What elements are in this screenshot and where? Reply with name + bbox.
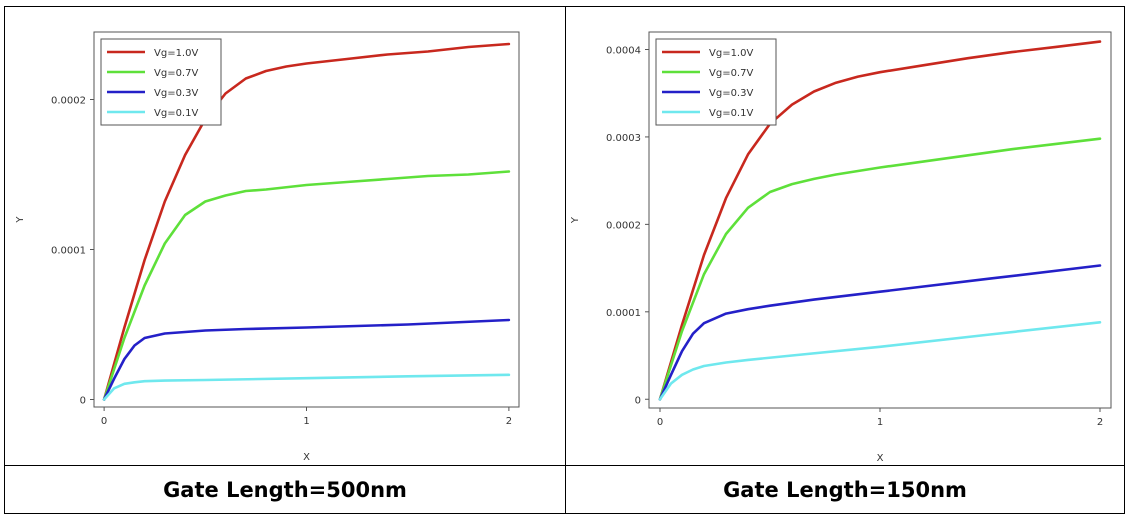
series-line-2 — [658, 264, 1102, 401]
legend-label-0: Vg=1.0V — [154, 48, 198, 59]
y-tick-label: 0.0002 — [51, 96, 86, 107]
legend-label-2: Vg=0.3V — [154, 88, 198, 99]
series-line-3 — [658, 321, 1102, 401]
x-tick-label: 2 — [1097, 417, 1103, 428]
chart-panel-right: 0 1 2 0 0.0001 0.0002 0.0003 0.0004 X Y Vg=1.0V Vg=… — [566, 7, 1122, 465]
series-line-0 — [658, 40, 1102, 401]
legend-label-1: Vg=0.7V — [154, 68, 198, 79]
legend-label-3: Vg=0.1V — [709, 108, 753, 119]
y-tick-label: 0 — [80, 396, 86, 407]
x-axis-label: X — [303, 452, 310, 463]
x-tick-label: 2 — [506, 416, 512, 427]
y-tick-label: 0.0003 — [606, 133, 641, 144]
y-tick-label: 0.0004 — [606, 45, 641, 56]
caption-150nm: Gate Length=150nm — [723, 478, 967, 502]
vertical-divider — [565, 7, 566, 513]
y-tick-label: 0 — [635, 395, 641, 406]
series-line-2 — [102, 318, 511, 401]
y-tick-label: 0.0001 — [606, 308, 641, 319]
y-axis-label: Y — [15, 216, 26, 224]
x-tick-label: 0 — [101, 416, 107, 427]
y-tick-label: 0.0001 — [51, 246, 86, 257]
series-line-3 — [102, 373, 511, 401]
x-tick-label: 1 — [303, 416, 309, 427]
chart-500nm: 0 1 2 0 0.0001 0.0002 X Y Vg=1.0V Vg=0.7V Vg=0.3V V… — [15, 31, 520, 463]
y-tick-label: 0.0002 — [606, 220, 641, 231]
legend-label-2: Vg=0.3V — [709, 88, 753, 99]
legend-label-3: Vg=0.1V — [154, 108, 198, 119]
legend-box — [100, 38, 222, 126]
legend-label-1: Vg=0.7V — [709, 68, 753, 79]
x-tick-label: 1 — [877, 417, 883, 428]
horizontal-divider — [5, 465, 1124, 466]
chart-panel-left: 0 1 2 0 0.0001 0.0002 X Y Vg=1.0V Vg=0.7V Vg=0.3V V… — [5, 7, 561, 465]
legend-box — [655, 38, 777, 126]
legend-label-0: Vg=1.0V — [709, 48, 753, 59]
caption-500nm: Gate Length=500nm — [163, 478, 407, 502]
series-line-1 — [658, 137, 1102, 401]
chart-150nm: 0 1 2 0 0.0001 0.0002 0.0003 0.0004 X Y Vg=1.0V Vg=… — [570, 31, 1112, 464]
series-line-1 — [102, 170, 511, 401]
x-tick-label: 0 — [657, 417, 663, 428]
figure-frame: 0 1 2 0 0.0001 0.0002 X Y Vg=1.0V Vg=0.7V Vg=0.3V V… — [4, 6, 1125, 514]
series-line-0 — [102, 42, 511, 401]
x-axis-label: X — [877, 453, 884, 464]
y-axis-label: Y — [570, 216, 581, 224]
